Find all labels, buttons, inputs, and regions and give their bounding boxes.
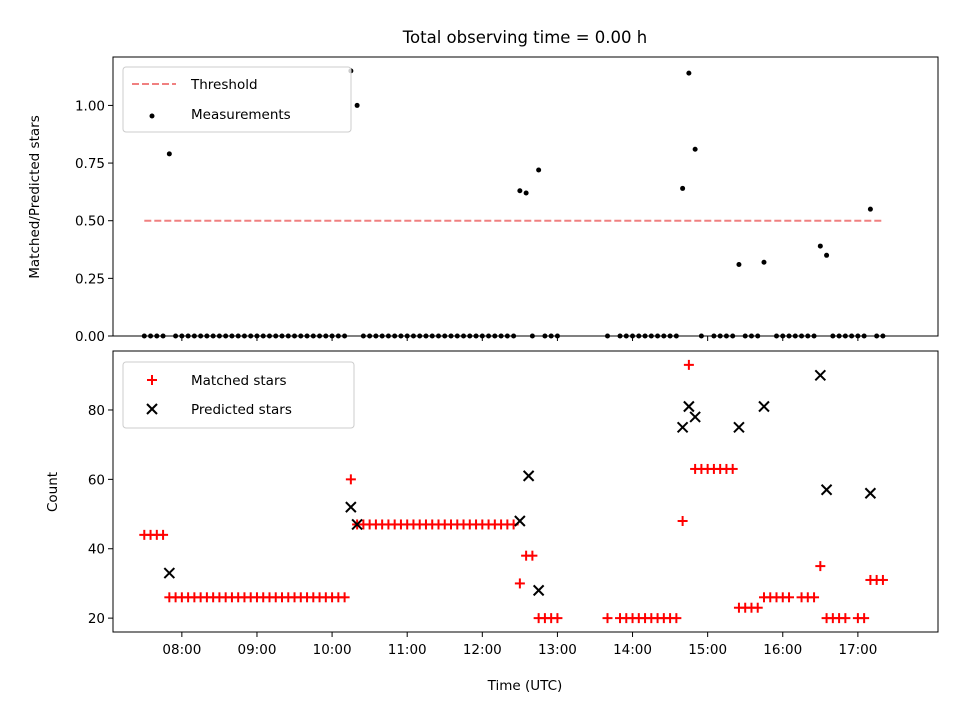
predicted-star-point bbox=[514, 515, 526, 527]
x-tick-label: 09:00 bbox=[238, 642, 277, 658]
bottom-panel-frame bbox=[112, 350, 939, 633]
top-legend-frame bbox=[122, 66, 352, 133]
matched-star-point bbox=[683, 359, 694, 370]
measurement-point bbox=[523, 190, 529, 196]
predicted-star-point bbox=[351, 518, 363, 531]
bottom-panel: 08:00 09:00 10:00 11:00 12:00 13:00 14:00 15:00… bbox=[45, 350, 939, 694]
predicted-star-point bbox=[758, 400, 770, 413]
matched-star-point bbox=[527, 550, 538, 561]
predicted-star-point bbox=[676, 421, 689, 434]
x-axis-label: Time (UTC) bbox=[487, 678, 563, 694]
predicted-star-point bbox=[522, 470, 535, 482]
top-panel-marks bbox=[141, 68, 886, 339]
legend-matched-label: Matched stars bbox=[191, 373, 287, 389]
bottom-y-tick-label: 20 bbox=[88, 611, 105, 627]
matched-star-point bbox=[345, 474, 356, 485]
chart-title: Total observing time = 0.00 h bbox=[402, 28, 647, 47]
legend-measurements-label: Measurements bbox=[191, 107, 291, 123]
legend-predicted-label: Predicted stars bbox=[191, 402, 292, 418]
matched-star-point bbox=[877, 574, 888, 585]
predicted-star-point bbox=[683, 400, 695, 413]
bottom-legend: Matched stars Predicted stars bbox=[122, 361, 355, 429]
bottom-y-axis-label: Count bbox=[45, 472, 61, 512]
predicted-star-point bbox=[532, 584, 545, 597]
bottom-y-tick-label: 40 bbox=[88, 542, 105, 558]
bottom-y-tick-label: 80 bbox=[88, 403, 105, 419]
matched-star-point bbox=[158, 529, 169, 540]
matched-star-point bbox=[784, 592, 795, 603]
top-panel: 0.00 0.25 0.50 0.75 1.00 Matched/Predicted s… bbox=[27, 56, 939, 345]
measurement-point bbox=[536, 167, 542, 173]
measurement-point bbox=[817, 243, 823, 249]
matched-star-point bbox=[815, 561, 826, 572]
top-legend: Threshold Measurements bbox=[122, 66, 352, 133]
matched-star-point bbox=[677, 515, 688, 526]
bottom-panel-axes: 08:00 09:00 10:00 11:00 12:00 13:00 14:00 15:00… bbox=[88, 403, 878, 658]
predicted-star-point bbox=[814, 369, 827, 381]
x-tick-label: 14:00 bbox=[613, 642, 652, 658]
measurement-point bbox=[867, 206, 873, 212]
top-y-tick-label: 0.75 bbox=[75, 156, 105, 172]
predicted-star-point bbox=[689, 411, 701, 423]
bottom-panel-marks bbox=[139, 359, 888, 624]
matched-star-point bbox=[339, 592, 350, 603]
bottom-legend-frame bbox=[122, 361, 355, 429]
measurement-point bbox=[692, 146, 698, 152]
legend-measurements-swatch bbox=[149, 113, 155, 119]
top-y-tick-label: 1.00 bbox=[75, 98, 105, 114]
predicted-star-point bbox=[163, 567, 176, 579]
matched-star-point bbox=[840, 613, 851, 624]
measurement-point bbox=[354, 102, 360, 108]
matched-star-point bbox=[727, 463, 738, 474]
bottom-y-tick-label: 60 bbox=[88, 472, 105, 488]
measurement-point bbox=[761, 259, 767, 265]
legend-predicted-swatch bbox=[146, 403, 158, 415]
x-tick-label: 16:00 bbox=[763, 642, 802, 658]
predicted-star-point bbox=[345, 501, 357, 513]
matched-star-point bbox=[859, 613, 870, 624]
x-tick-label: 11:00 bbox=[388, 642, 427, 658]
matched-star-point bbox=[671, 613, 682, 624]
top-y-tick-label: 0.25 bbox=[75, 271, 105, 287]
top-panel-frame bbox=[112, 56, 939, 337]
top-y-tick-label: 0.00 bbox=[75, 329, 105, 345]
top-panel-axes: 0.00 0.25 0.50 0.75 1.00 bbox=[75, 98, 859, 345]
predicted-star-point bbox=[733, 421, 745, 434]
top-y-tick-label: 0.50 bbox=[75, 214, 105, 230]
matched-star-point bbox=[809, 592, 820, 603]
measurement-point bbox=[166, 151, 172, 157]
legend-matched-swatch bbox=[147, 375, 157, 385]
legend-threshold-label: Threshold bbox=[190, 77, 258, 93]
measurement-point bbox=[824, 252, 830, 258]
measurement-point bbox=[686, 70, 692, 76]
measurement-point bbox=[517, 188, 523, 194]
top-y-axis-label: Matched/Predicted stars bbox=[27, 115, 43, 278]
measurement-point bbox=[736, 262, 742, 268]
predicted-star-point bbox=[820, 484, 833, 496]
x-tick-label: 17:00 bbox=[838, 642, 877, 658]
matched-star-point bbox=[552, 613, 563, 624]
matched-star-point bbox=[602, 613, 613, 624]
x-tick-label: 08:00 bbox=[162, 642, 201, 658]
matched-star-point bbox=[514, 578, 525, 589]
x-tick-label: 10:00 bbox=[313, 642, 352, 658]
x-tick-label: 13:00 bbox=[538, 642, 577, 658]
x-tick-label: 15:00 bbox=[688, 642, 727, 658]
matched-star-point bbox=[752, 602, 763, 613]
measurement-point bbox=[680, 185, 686, 191]
x-tick-label: 12:00 bbox=[463, 642, 502, 658]
predicted-star-point bbox=[864, 487, 877, 499]
